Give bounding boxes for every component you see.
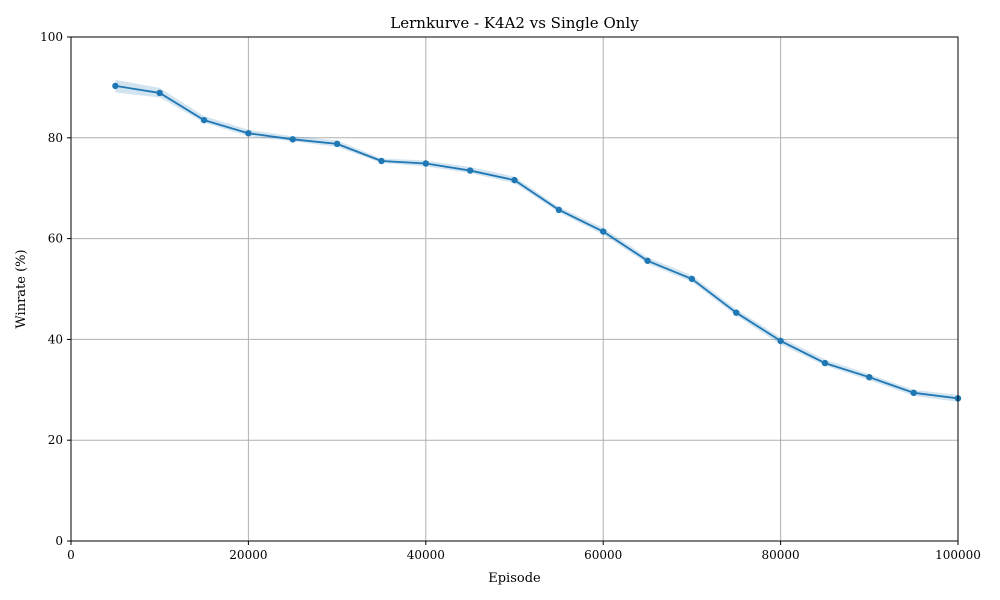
x-tick-label: 0 [67,548,75,562]
y-axis-ticks: 0 20 40 60 80 100 [40,30,71,548]
data-point [333,140,341,148]
chart-title: Lernkurve - K4A2 vs Single Only [390,14,639,32]
y-tick-label: 40 [48,332,63,346]
data-point [688,275,696,283]
data-point [378,157,385,165]
confidence-band-area [115,79,959,402]
series-line [115,85,959,400]
y-tick-label: 60 [48,232,63,246]
data-point [733,309,740,316]
data-point [511,176,518,184]
data-point [777,337,784,345]
data-point [466,167,474,174]
x-tick-label: 20000 [229,548,267,562]
x-axis-ticks: 0 20000 40000 60000 80000 100000 [67,541,981,562]
data-point [600,228,607,235]
data-point [555,206,563,214]
y-tick-label: 0 [55,534,63,548]
x-axis-label: Episode [488,571,541,586]
plot-frame [70,36,959,542]
data-point [910,389,917,397]
series-line-layer [115,85,959,400]
data-point [289,136,296,143]
y-tick-label: 20 [48,433,63,447]
data-point [422,160,429,167]
data-point [156,89,163,97]
y-tick-label: 80 [48,131,63,145]
y-axis-label: Winrate (%) [14,249,29,328]
y-tick-label: 100 [40,30,63,44]
x-tick-label: 80000 [762,548,800,562]
data-point [245,130,252,137]
x-tick-label: 40000 [407,548,445,562]
data-point [200,116,208,124]
x-tick-label: 60000 [584,548,622,562]
data-point [644,257,651,264]
x-tick-label: 100000 [935,548,981,562]
data-point [866,374,873,381]
series-points [112,82,962,402]
data-point [821,359,829,367]
confidence-band [115,79,959,402]
data-point [112,82,119,90]
